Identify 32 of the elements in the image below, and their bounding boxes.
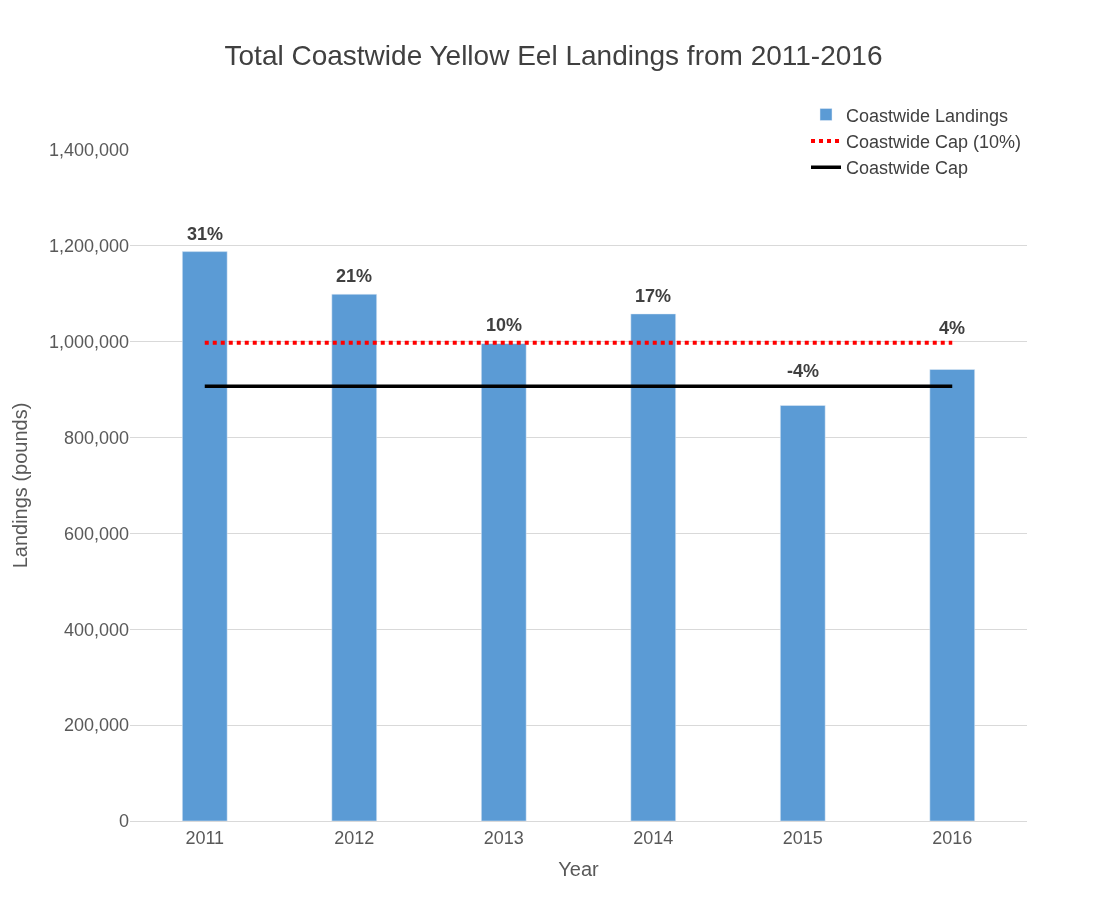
y-tick-label: 0 [118, 811, 129, 832]
x-tick-label: 2014 [633, 827, 674, 848]
y-tick-label: 400,000 [63, 619, 129, 640]
y-tick-label: 1,000,000 [48, 332, 129, 353]
y-tick-label: 800,000 [63, 427, 129, 448]
y-tick-label: 1,200,000 [48, 236, 129, 257]
bar [481, 343, 527, 821]
chart-title: Total Coastwide Yellow Eel Landings from 2011-2016 [224, 40, 883, 72]
bar [780, 405, 826, 821]
annotation: -4% [787, 361, 820, 381]
y-tick-label: 200,000 [63, 715, 129, 736]
x-tick-label: 2015 [782, 827, 823, 848]
x-axis-title: Year [558, 858, 600, 881]
x-tick-label: 2011 [185, 827, 225, 848]
annotation: 17% [635, 286, 672, 306]
annotation: 10% [486, 315, 523, 335]
bar [929, 369, 975, 821]
y-axis-title: Landings (pounds) [9, 402, 32, 569]
legend-label: Coastwide Landings [846, 105, 1009, 126]
legend-label: Coastwide Cap (10%) [846, 131, 1022, 152]
legend-label: Coastwide Cap [846, 158, 969, 179]
x-tick-label: 2012 [334, 827, 375, 848]
bar [182, 251, 228, 821]
x-tick-label: 2013 [483, 827, 524, 848]
x-tick-label: 2016 [932, 827, 973, 848]
bar [630, 313, 676, 821]
annotation: 4% [939, 318, 966, 338]
annotation: 31% [187, 224, 224, 244]
y-tick-label: 1,400,000 [48, 140, 129, 161]
bar [331, 294, 377, 821]
y-tick-label: 600,000 [63, 523, 129, 544]
annotation: 21% [336, 266, 373, 286]
